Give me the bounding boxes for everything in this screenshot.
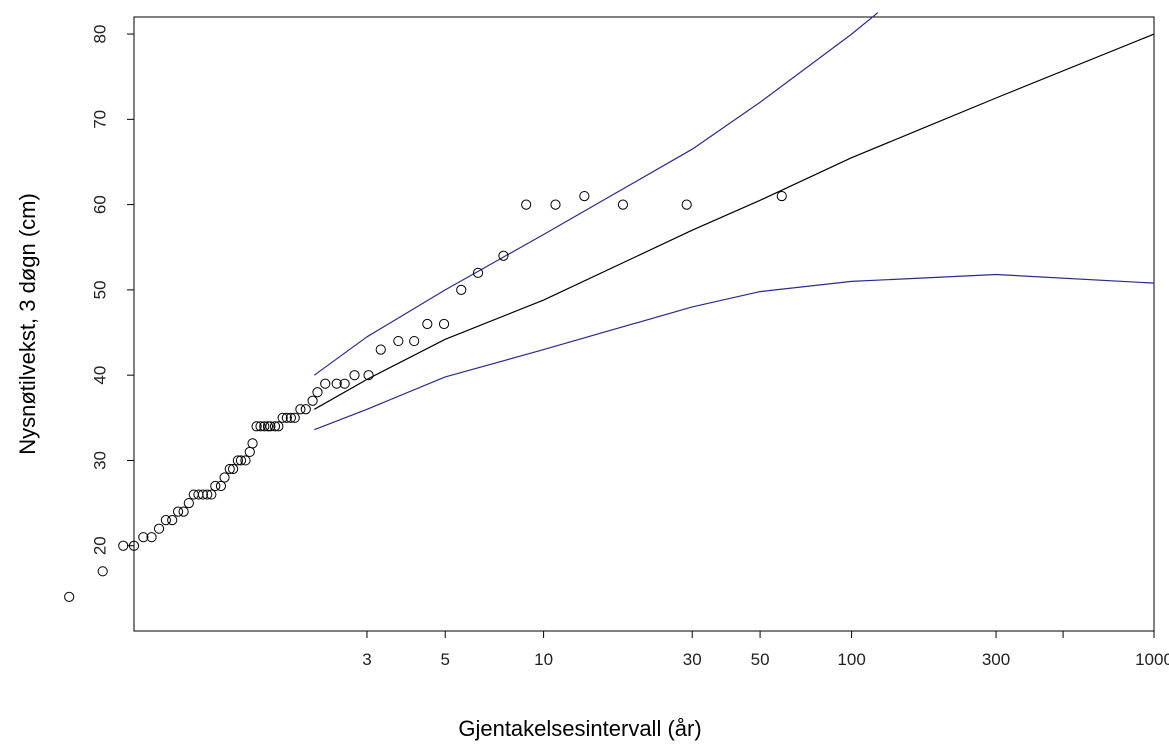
data-point (219, 472, 230, 483)
lower-confidence-line (314, 273, 1155, 431)
x-tick-label: 5 (441, 650, 450, 669)
data-point (227, 463, 239, 475)
data-point (776, 190, 787, 202)
data-point (259, 421, 270, 432)
data-points (64, 190, 787, 602)
data-point (235, 455, 247, 466)
data-point (97, 566, 108, 577)
data-point (521, 199, 532, 210)
y-tick-label: 60 (90, 195, 109, 214)
data-point (331, 378, 342, 389)
data-point (681, 199, 692, 210)
y-tick-label: 70 (90, 110, 109, 129)
data-point (375, 344, 386, 355)
data-point (153, 523, 165, 534)
y-axis: 20 30 40 50 60 70 80 (90, 25, 134, 555)
y-axis-title: Nysnøtilvekst, 3 døgn (cm) (15, 193, 40, 455)
data-point (269, 421, 281, 432)
data-point (240, 455, 251, 466)
plot-frame (133, 16, 1155, 632)
x-tick-label: 1000 (1135, 650, 1169, 669)
x-axis: 3 5 10 30 50 100 300 1000 (362, 631, 1169, 669)
data-point (289, 412, 300, 423)
data-point (146, 532, 157, 543)
data-point (172, 506, 184, 517)
data-point (550, 199, 561, 210)
data-point (251, 421, 262, 432)
curves (313, 12, 1155, 431)
y-tick-label: 80 (90, 25, 109, 44)
data-point (320, 378, 331, 389)
x-tick-label: 3 (362, 650, 371, 669)
data-point (409, 335, 420, 347)
data-point (210, 480, 221, 492)
data-point (178, 506, 189, 517)
x-tick-label: 300 (982, 650, 1010, 669)
upper-confidence-line (313, 12, 879, 376)
data-point (617, 199, 629, 210)
x-tick-label: 100 (837, 650, 865, 669)
y-tick-label: 20 (90, 536, 109, 555)
data-point (224, 463, 235, 475)
data-point (472, 267, 484, 278)
data-point (244, 446, 255, 458)
x-tick-label: 50 (751, 650, 770, 669)
data-point (167, 515, 178, 526)
data-point (438, 318, 450, 330)
data-point (215, 480, 227, 492)
data-point (498, 250, 509, 261)
y-tick-label: 50 (90, 280, 109, 299)
data-point (307, 395, 318, 406)
data-point (295, 404, 306, 415)
data-point (128, 540, 140, 551)
data-point (160, 515, 171, 526)
data-point (247, 438, 258, 449)
y-tick-label: 40 (90, 366, 109, 385)
data-point (183, 497, 194, 509)
data-point (273, 421, 284, 432)
data-point (265, 421, 276, 432)
data-point (339, 378, 350, 389)
data-point (138, 532, 149, 543)
data-point (255, 421, 266, 432)
data-point (456, 284, 467, 295)
data-point (300, 404, 311, 415)
data-point (422, 318, 433, 330)
data-point (281, 412, 292, 423)
x-axis-title: Gjentakelsesintervall (år) (458, 716, 701, 741)
data-point (393, 335, 404, 347)
data-point (262, 421, 274, 432)
data-point (349, 370, 360, 381)
data-point (64, 591, 75, 602)
data-point (579, 190, 590, 202)
data-point (277, 412, 288, 423)
x-tick-label: 10 (534, 650, 553, 669)
data-point (232, 455, 243, 466)
data-point (197, 489, 209, 500)
data-point (285, 412, 296, 423)
data-point (312, 387, 323, 398)
data-point (363, 370, 374, 381)
x-tick-label: 30 (683, 650, 702, 669)
data-point (202, 489, 213, 500)
data-point (206, 489, 217, 500)
fit-line (314, 33, 1155, 410)
data-point (118, 540, 129, 551)
y-tick-label: 30 (90, 451, 109, 470)
